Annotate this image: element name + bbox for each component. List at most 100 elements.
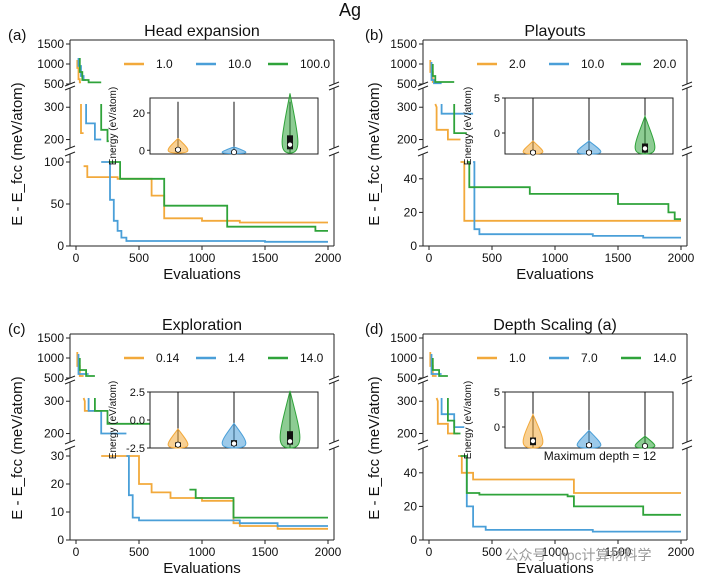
axis-break-mark: [681, 81, 693, 87]
panel-title: Head expansion: [144, 23, 260, 40]
lower-y-tick-label: 0: [410, 533, 417, 547]
x-tick-label: 1000: [189, 251, 216, 265]
violin-body: [167, 428, 189, 449]
series-line-1-0-lower: [83, 165, 328, 224]
mid-y-tick-label: 300: [397, 100, 417, 114]
legend-label: 20.0: [653, 57, 677, 71]
x-axis-label: Evaluations: [516, 266, 594, 283]
panel-title: Depth Scaling (a): [493, 317, 617, 334]
inset-y-tick-label: 0: [494, 128, 500, 140]
series-line-10-0-mid: [440, 104, 474, 115]
axis-break-mark: [417, 151, 429, 157]
series-line-0-14-mid: [82, 397, 102, 412]
axis-break-mark: [417, 379, 429, 385]
upper-y-tick-label: 1500: [390, 37, 417, 51]
lower-y-tick-label: 20: [404, 499, 418, 513]
inset-y-tick-label: 0.0: [130, 415, 145, 427]
axis-break-mark: [417, 445, 429, 451]
violin-body: [281, 93, 299, 154]
y-axis-label: E - E_fcc (meV/atom): [9, 82, 26, 225]
legend-label: 100.0: [300, 57, 330, 71]
violin-body: [522, 413, 544, 449]
upper-y-tick-label: 500: [44, 371, 64, 385]
lower-y-tick-label: 30: [51, 449, 65, 463]
violin-iqr-box: [287, 431, 293, 445]
x-axis-label: Evaluations: [516, 560, 594, 577]
legend-label: 1.4: [228, 351, 245, 365]
inset-y-label: Energy (eV/atom): [463, 381, 474, 459]
axis-break-mark: [681, 145, 693, 151]
x-axis-label: Evaluations: [163, 560, 241, 577]
series-line-14-0-lower: [460, 455, 681, 516]
series-line-10-0-lower: [473, 161, 681, 239]
lower-y-tick-label: 10: [51, 505, 65, 519]
mid-y-tick-label: 200: [397, 427, 417, 441]
inset-y-tick-label: -2.5: [126, 443, 145, 455]
panel-label: (a): [8, 27, 26, 44]
violin-body: [167, 137, 189, 154]
axis-break-mark: [64, 445, 76, 451]
legend-label: 7.0: [581, 351, 598, 365]
x-tick-label: 500: [482, 545, 502, 559]
panel-label: (d): [365, 321, 383, 338]
series-line-100-0-lower: [108, 161, 328, 232]
series-line-2-0-mid: [434, 103, 461, 141]
axis-break-mark: [328, 375, 340, 381]
inset-y-tick-label: 5: [494, 93, 500, 105]
violin-median-dot: [286, 141, 293, 148]
mid-y-tick-label: 300: [44, 100, 64, 114]
series-line-100-0-mid: [100, 104, 109, 143]
panel-d: (d) Depth Scaling (a)15001000500300200402…: [365, 317, 695, 577]
series-line-1-0-lower: [458, 455, 681, 494]
watermark: 公众号 · hpc计算材料学: [504, 547, 651, 563]
legend-label: 14.0: [653, 351, 677, 365]
violin-median-dot: [286, 438, 293, 445]
inset-y-label: Energy (eV/atom): [463, 87, 474, 165]
series-line-10-0-lower: [101, 161, 328, 243]
x-tick-label: 1000: [189, 545, 216, 559]
x-tick-label: 0: [426, 545, 433, 559]
upper-y-tick-label: 1000: [390, 57, 417, 71]
lower-y-tick-label: 50: [51, 197, 65, 211]
series-line-14-0-mid: [94, 398, 190, 425]
series-line-1-4-lower: [126, 455, 328, 527]
axis-break-mark: [328, 439, 340, 445]
x-tick-label: 0: [73, 251, 80, 265]
axis-break-mark: [328, 85, 340, 91]
series-line-20-0-lower: [466, 161, 681, 221]
axis-break-mark: [681, 151, 693, 157]
series-line-1-0-mid: [80, 104, 84, 135]
violin-median-dot: [174, 441, 181, 448]
y-axis-label: E - E_fcc (meV/atom): [9, 376, 26, 519]
x-tick-label: 1500: [252, 545, 279, 559]
x-tick-label: 1000: [542, 251, 569, 265]
upper-y-tick-label: 1500: [37, 331, 64, 345]
violin-median-dot: [530, 149, 537, 156]
axis-break-mark: [681, 445, 693, 451]
violin-median-dot: [530, 437, 537, 444]
inset-y-tick-label: 2.5: [130, 387, 145, 399]
figure-title: Ag: [339, 0, 361, 20]
inset-y-tick-label: 5: [494, 387, 500, 399]
x-tick-label: 0: [73, 545, 80, 559]
inset-y-tick-label: 0: [494, 422, 500, 434]
violin-body: [221, 422, 247, 449]
upper-y-tick-label: 1000: [390, 351, 417, 365]
mid-y-tick-label: 300: [44, 394, 64, 408]
lower-y-tick-label: 100: [44, 155, 64, 169]
lower-y-tick-label: 0: [410, 239, 417, 253]
axis-break-mark: [328, 151, 340, 157]
upper-y-tick-label: 500: [44, 77, 64, 91]
axis-break-mark: [64, 145, 76, 151]
lower-y-tick-label: 40: [404, 466, 418, 480]
x-tick-label: 1500: [605, 251, 632, 265]
axis-break-mark: [417, 145, 429, 151]
y-axis-label: E - E_fcc (meV/atom): [366, 82, 383, 225]
series-line-100-0-upper: [78, 58, 102, 84]
x-tick-label: 500: [129, 545, 149, 559]
axis-break-mark: [328, 81, 340, 87]
series-line-0-14-lower: [101, 455, 328, 530]
upper-y-tick-label: 1500: [37, 37, 64, 51]
violin-median-dot: [230, 149, 237, 156]
